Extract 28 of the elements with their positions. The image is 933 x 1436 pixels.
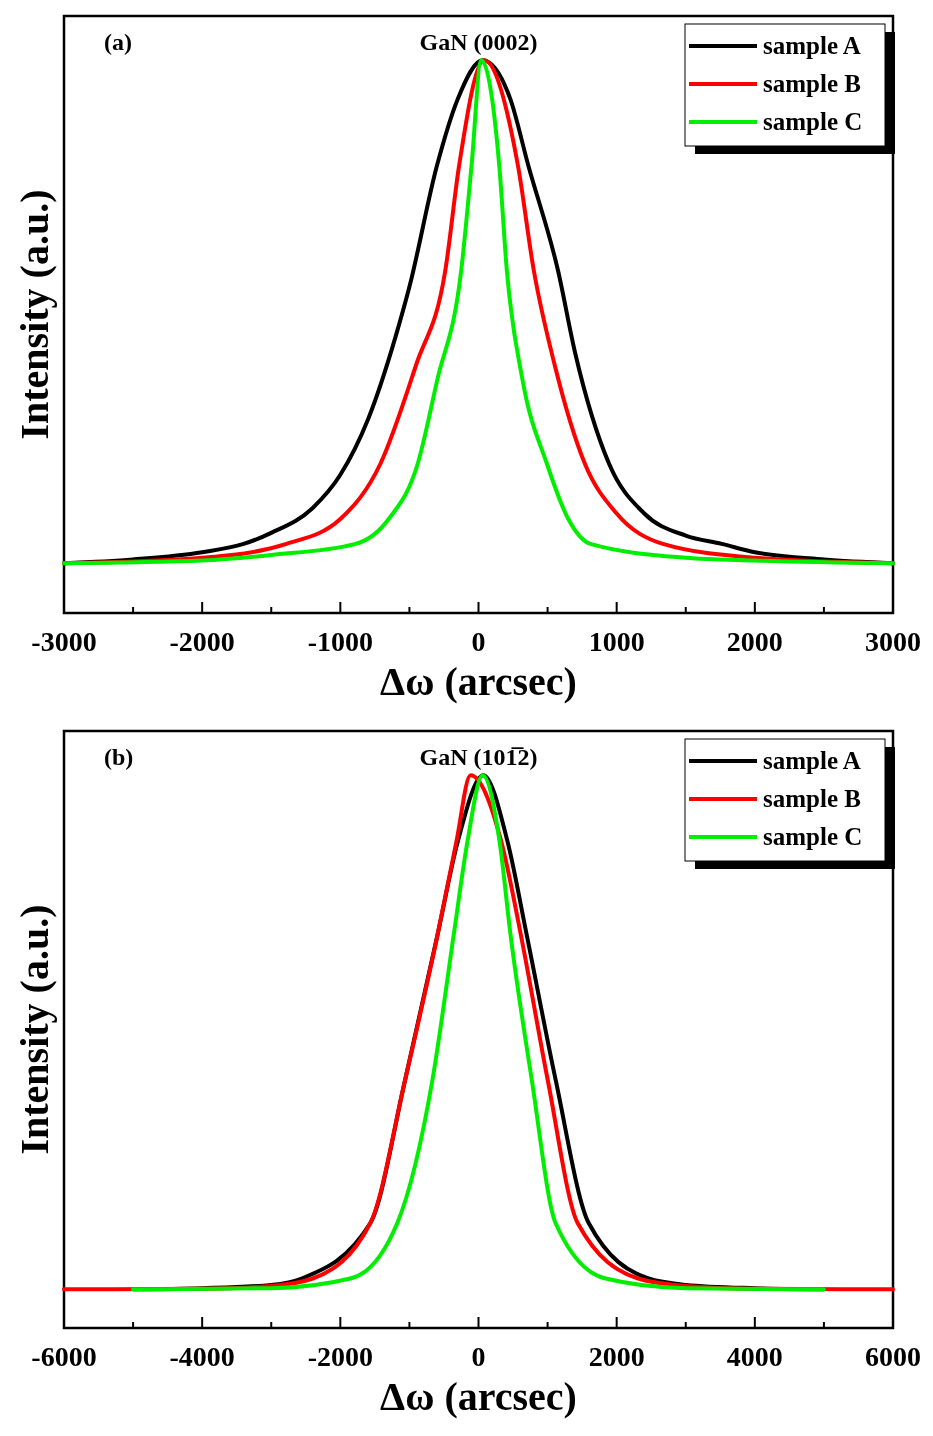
x-tick-label: -6000 [31, 1341, 97, 1372]
legend-label: sample C [763, 823, 863, 850]
x-tick-label: 6000 [865, 1341, 921, 1372]
x-tick-label: 4000 [726, 1341, 783, 1372]
x-axis-title: Δω (arcsec) [380, 1374, 577, 1419]
x-tick-label: 0 [471, 626, 486, 657]
legend-label: sample A [763, 747, 861, 774]
y-axis-title: Intensity (a.u.) [12, 189, 57, 440]
legend-label: sample A [763, 32, 861, 59]
x-tick-label: 3000 [865, 626, 921, 657]
x-tick-label: 2000 [726, 626, 783, 657]
x-tick-label: -2000 [169, 626, 235, 657]
x-tick-label: -4000 [169, 1341, 235, 1372]
x-tick-label: 2000 [588, 1341, 645, 1372]
x-tick-label: -1000 [307, 626, 373, 657]
chart-title: GaN (101̅2) [419, 744, 538, 770]
chart-title: GaN (0002) [419, 29, 538, 55]
legend-label: sample B [763, 785, 861, 812]
x-axis-title: Δω (arcsec) [380, 659, 577, 704]
legend-label: sample B [763, 70, 861, 97]
text: (b) [104, 744, 134, 770]
x-tick-label: -3000 [31, 626, 97, 657]
text: (a) [104, 29, 132, 55]
legend-label: sample C [763, 108, 863, 135]
x-tick-label: -2000 [307, 1341, 373, 1372]
x-tick-label: 1000 [588, 626, 645, 657]
y-axis-title: Intensity (a.u.) [12, 904, 57, 1155]
x-tick-label: 0 [471, 1341, 486, 1372]
